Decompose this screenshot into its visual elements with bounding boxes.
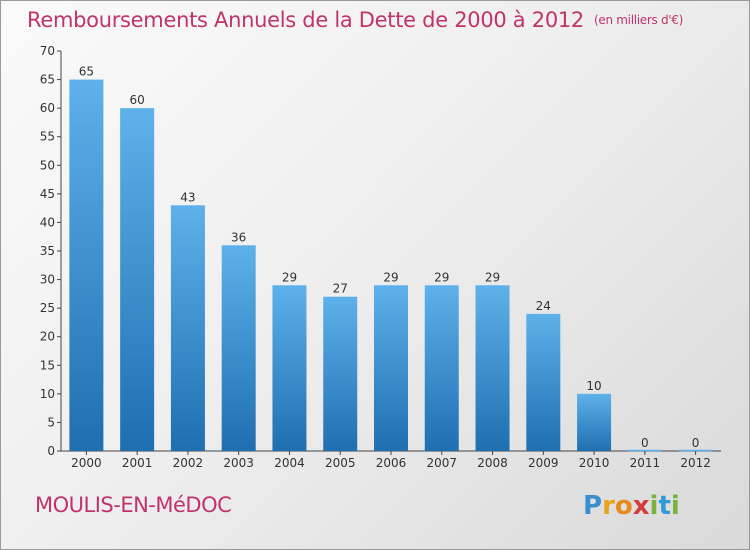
data-label: 0 <box>692 436 700 450</box>
y-tick-label: 35 <box>40 244 55 258</box>
x-tick-label: 2001 <box>122 456 153 470</box>
logo-letter: i <box>649 491 659 521</box>
x-tick-label: 2011 <box>630 456 661 470</box>
y-tick-label: 50 <box>40 158 55 172</box>
y-tick-label: 10 <box>40 387 55 401</box>
place-name: MOULIS-EN-MéDOC <box>35 493 232 517</box>
bar <box>120 108 155 452</box>
bar <box>526 313 561 451</box>
data-label: 29 <box>485 270 500 284</box>
x-tick-label: 2006 <box>376 456 407 470</box>
y-tick-label: 65 <box>40 73 55 87</box>
data-label: 36 <box>231 230 246 244</box>
y-tick-label: 0 <box>47 444 55 458</box>
y-tick-label: 20 <box>40 330 55 344</box>
bar <box>69 79 104 452</box>
logo-letter: x <box>632 491 650 521</box>
x-tick-label: 2007 <box>426 456 457 470</box>
data-label: 65 <box>79 65 94 79</box>
y-tick-label: 15 <box>40 358 55 372</box>
chart-title-text: Remboursements Annuels de la Dette de 20… <box>27 8 584 32</box>
data-label: 27 <box>333 282 348 296</box>
y-tick-label: 40 <box>40 215 55 229</box>
y-tick-label: 45 <box>40 187 55 201</box>
bar <box>272 285 307 451</box>
data-label: 43 <box>180 190 195 204</box>
x-tick-label: 2000 <box>71 456 102 470</box>
x-tick-label: 2010 <box>579 456 610 470</box>
y-tick-label: 30 <box>40 273 55 287</box>
logo-letter: P <box>583 491 603 521</box>
x-tick-label: 2003 <box>223 456 254 470</box>
data-label: 60 <box>130 93 145 107</box>
bar <box>475 285 510 451</box>
data-label: 0 <box>641 436 649 450</box>
bar <box>170 205 205 451</box>
data-label: 24 <box>536 299 551 313</box>
logo-letter: r <box>602 491 615 521</box>
x-tick-label: 2004 <box>274 456 305 470</box>
chart-unit: (en milliers d'€) <box>594 13 684 27</box>
x-tick-label: 2005 <box>325 456 356 470</box>
y-tick-label: 70 <box>40 44 55 58</box>
data-label: 10 <box>586 379 601 393</box>
x-tick-label: 2002 <box>173 456 204 470</box>
y-tick-label: 5 <box>47 415 55 429</box>
data-label: 29 <box>383 270 398 284</box>
data-label: 29 <box>434 270 449 284</box>
x-tick-label: 2012 <box>680 456 711 470</box>
bar <box>374 285 408 451</box>
bar <box>221 245 256 451</box>
logo-letter: t <box>658 491 671 521</box>
data-label: 29 <box>282 270 297 284</box>
proxiti-logo: Proxiti <box>583 491 680 521</box>
logo-letter: i <box>670 491 680 521</box>
logo-letter: o <box>614 491 633 521</box>
x-tick-label: 2009 <box>528 456 559 470</box>
y-tick-label: 60 <box>40 101 55 115</box>
y-tick-label: 25 <box>40 301 55 315</box>
x-tick-label: 2008 <box>477 456 508 470</box>
chart-title: Remboursements Annuels de la Dette de 20… <box>27 8 683 32</box>
bar <box>577 393 612 451</box>
bar <box>424 285 459 451</box>
y-tick-label: 55 <box>40 130 55 144</box>
bar <box>323 296 358 451</box>
